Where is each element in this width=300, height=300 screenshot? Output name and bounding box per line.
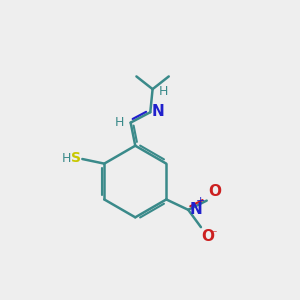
Text: S: S	[71, 151, 81, 165]
Text: ⁻: ⁻	[210, 228, 216, 241]
Text: N: N	[152, 104, 164, 119]
Text: H: H	[158, 85, 168, 98]
Text: O: O	[201, 229, 214, 244]
Text: N: N	[190, 202, 203, 217]
Text: H: H	[114, 116, 124, 129]
Text: +: +	[196, 196, 205, 206]
Text: O: O	[208, 184, 221, 200]
Text: H: H	[62, 152, 71, 165]
